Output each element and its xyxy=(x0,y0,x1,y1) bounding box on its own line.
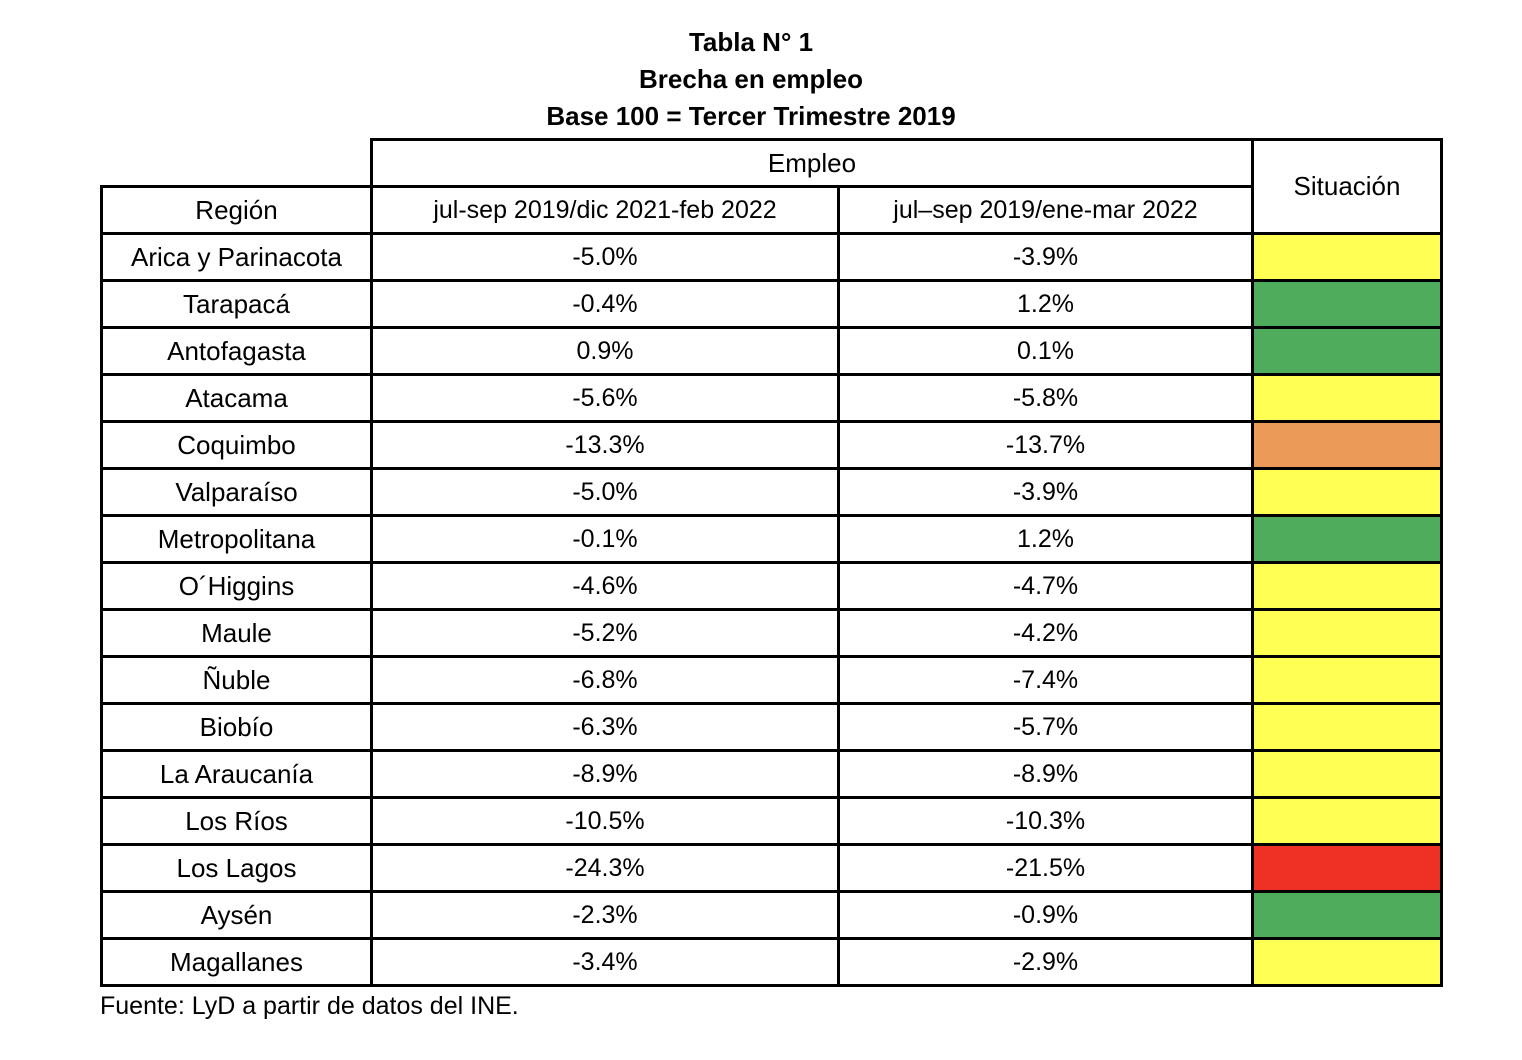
gap2-cell: -13.7% xyxy=(837,420,1254,470)
gap2-cell: 0.1% xyxy=(837,326,1254,376)
title-line-2: Brecha en empleo xyxy=(639,64,863,94)
gap1-cell: -5.0% xyxy=(370,467,840,517)
status-cell xyxy=(1251,467,1443,517)
table-row: Los Lagos -24.3% -21.5% xyxy=(100,843,1443,893)
gap2-cell: -5.8% xyxy=(837,373,1254,423)
table-row: Biobío -6.3% -5.7% xyxy=(100,702,1443,752)
gap1-cell: -6.3% xyxy=(370,702,840,752)
gap1-cell: -5.6% xyxy=(370,373,840,423)
status-cell xyxy=(1251,702,1443,752)
status-cell xyxy=(1251,608,1443,658)
situacion-header: Situación xyxy=(1251,138,1443,235)
gap2-cell: -3.9% xyxy=(837,232,1254,282)
region-cell: Metropolitana xyxy=(100,514,373,564)
gap2-cell: 1.2% xyxy=(837,514,1254,564)
gap1-cell: -0.1% xyxy=(370,514,840,564)
title-line-1: Tabla N° 1 xyxy=(688,27,814,57)
gap2-cell: -3.9% xyxy=(837,467,1254,517)
title-line-3: Base 100 = Tercer Trimestre 2019 xyxy=(546,101,956,131)
region-cell: Coquimbo xyxy=(100,420,373,470)
table-header: Empleo Situación Región jul-sep 2019/dic… xyxy=(100,138,1443,235)
gap1-cell: -0.4% xyxy=(370,279,840,329)
gap2-cell: -5.7% xyxy=(837,702,1254,752)
table-row: O´Higgins -4.6% -4.7% xyxy=(100,561,1443,611)
table-row: La Araucanía -8.9% -8.9% xyxy=(100,749,1443,799)
gap1-cell: -10.5% xyxy=(370,796,840,846)
gap1-cell: -5.2% xyxy=(370,608,840,658)
status-cell xyxy=(1251,561,1443,611)
region-cell: Ñuble xyxy=(100,655,373,705)
gap1-cell: -4.6% xyxy=(370,561,840,611)
table-row: Magallanes -3.4% -2.9% xyxy=(100,937,1443,987)
header-row-sub: Región jul-sep 2019/dic 2021-feb 2022 ju… xyxy=(100,185,1442,235)
gap1-cell: -3.4% xyxy=(370,937,840,987)
region-cell: Los Lagos xyxy=(100,843,373,893)
gap2-cell: -7.4% xyxy=(837,655,1254,705)
table-row: Antofagasta 0.9% 0.1% xyxy=(100,326,1443,376)
period1-header: jul-sep 2019/dic 2021-feb 2022 xyxy=(370,185,840,235)
gap2-cell: -10.3% xyxy=(837,796,1254,846)
region-cell: Antofagasta xyxy=(100,326,373,376)
gap2-cell: 1.2% xyxy=(837,279,1254,329)
gap1-cell: -13.3% xyxy=(370,420,840,470)
table-row: Ñuble -6.8% -7.4% xyxy=(100,655,1443,705)
status-cell xyxy=(1251,279,1443,329)
region-cell: Aysén xyxy=(100,890,373,940)
table-row: Los Ríos -10.5% -10.3% xyxy=(100,796,1443,846)
region-cell: Valparaíso xyxy=(100,467,373,517)
region-cell: Tarapacá xyxy=(100,279,373,329)
region-cell: La Araucanía xyxy=(100,749,373,799)
table-row: Metropolitana -0.1% 1.2% xyxy=(100,514,1443,564)
empleo-header: Empleo xyxy=(370,138,1254,188)
region-cell: Magallanes xyxy=(100,937,373,987)
source-note: Fuente: LyD a partir de datos del INE. xyxy=(100,992,519,1020)
gap2-cell: -2.9% xyxy=(837,937,1254,987)
table-row: Tarapacá -0.4% 1.2% xyxy=(100,279,1443,329)
region-cell: Los Ríos xyxy=(100,796,373,846)
region-cell: Atacama xyxy=(100,373,373,423)
status-cell xyxy=(1251,937,1443,987)
status-cell xyxy=(1251,843,1443,893)
status-cell xyxy=(1251,232,1443,282)
status-cell xyxy=(1251,373,1443,423)
gap2-cell: -21.5% xyxy=(837,843,1254,893)
gap1-cell: -5.0% xyxy=(370,232,840,282)
gap1-cell: -6.8% xyxy=(370,655,840,705)
blank-corner xyxy=(102,140,372,187)
table-row: Aysén -2.3% -0.9% xyxy=(100,890,1443,940)
region-cell: O´Higgins xyxy=(100,561,373,611)
table-body: Arica y Parinacota -5.0% -3.9% Tarapacá … xyxy=(100,232,1443,987)
region-header: Región xyxy=(100,185,373,235)
region-cell: Biobío xyxy=(100,702,373,752)
status-cell xyxy=(1251,890,1443,940)
table-row: Coquimbo -13.3% -13.7% xyxy=(100,420,1443,470)
header-row-top: Empleo Situación xyxy=(102,138,1443,235)
status-cell xyxy=(1251,749,1443,799)
employment-gap-table: Empleo Situación Región jul-sep 2019/dic… xyxy=(100,138,1443,987)
table-title: Tabla N° 1 Brecha en empleo Base 100 = T… xyxy=(100,24,1402,135)
region-cell: Maule xyxy=(100,608,373,658)
region-cell: Arica y Parinacota xyxy=(100,232,373,282)
status-cell xyxy=(1251,655,1443,705)
status-cell xyxy=(1251,796,1443,846)
table-row: Valparaíso -5.0% -3.9% xyxy=(100,467,1443,517)
period2-header: jul–sep 2019/ene-mar 2022 xyxy=(837,185,1254,235)
table-row: Arica y Parinacota -5.0% -3.9% xyxy=(100,232,1443,282)
gap1-cell: 0.9% xyxy=(370,326,840,376)
gap2-cell: -8.9% xyxy=(837,749,1254,799)
gap2-cell: -4.7% xyxy=(837,561,1254,611)
status-cell xyxy=(1251,514,1443,564)
table-row: Atacama -5.6% -5.8% xyxy=(100,373,1443,423)
gap2-cell: -0.9% xyxy=(837,890,1254,940)
gap2-cell: -4.2% xyxy=(837,608,1254,658)
gap1-cell: -8.9% xyxy=(370,749,840,799)
gap1-cell: -2.3% xyxy=(370,890,840,940)
status-cell xyxy=(1251,420,1443,470)
status-cell xyxy=(1251,326,1443,376)
table-row: Maule -5.2% -4.2% xyxy=(100,608,1443,658)
gap1-cell: -24.3% xyxy=(370,843,840,893)
